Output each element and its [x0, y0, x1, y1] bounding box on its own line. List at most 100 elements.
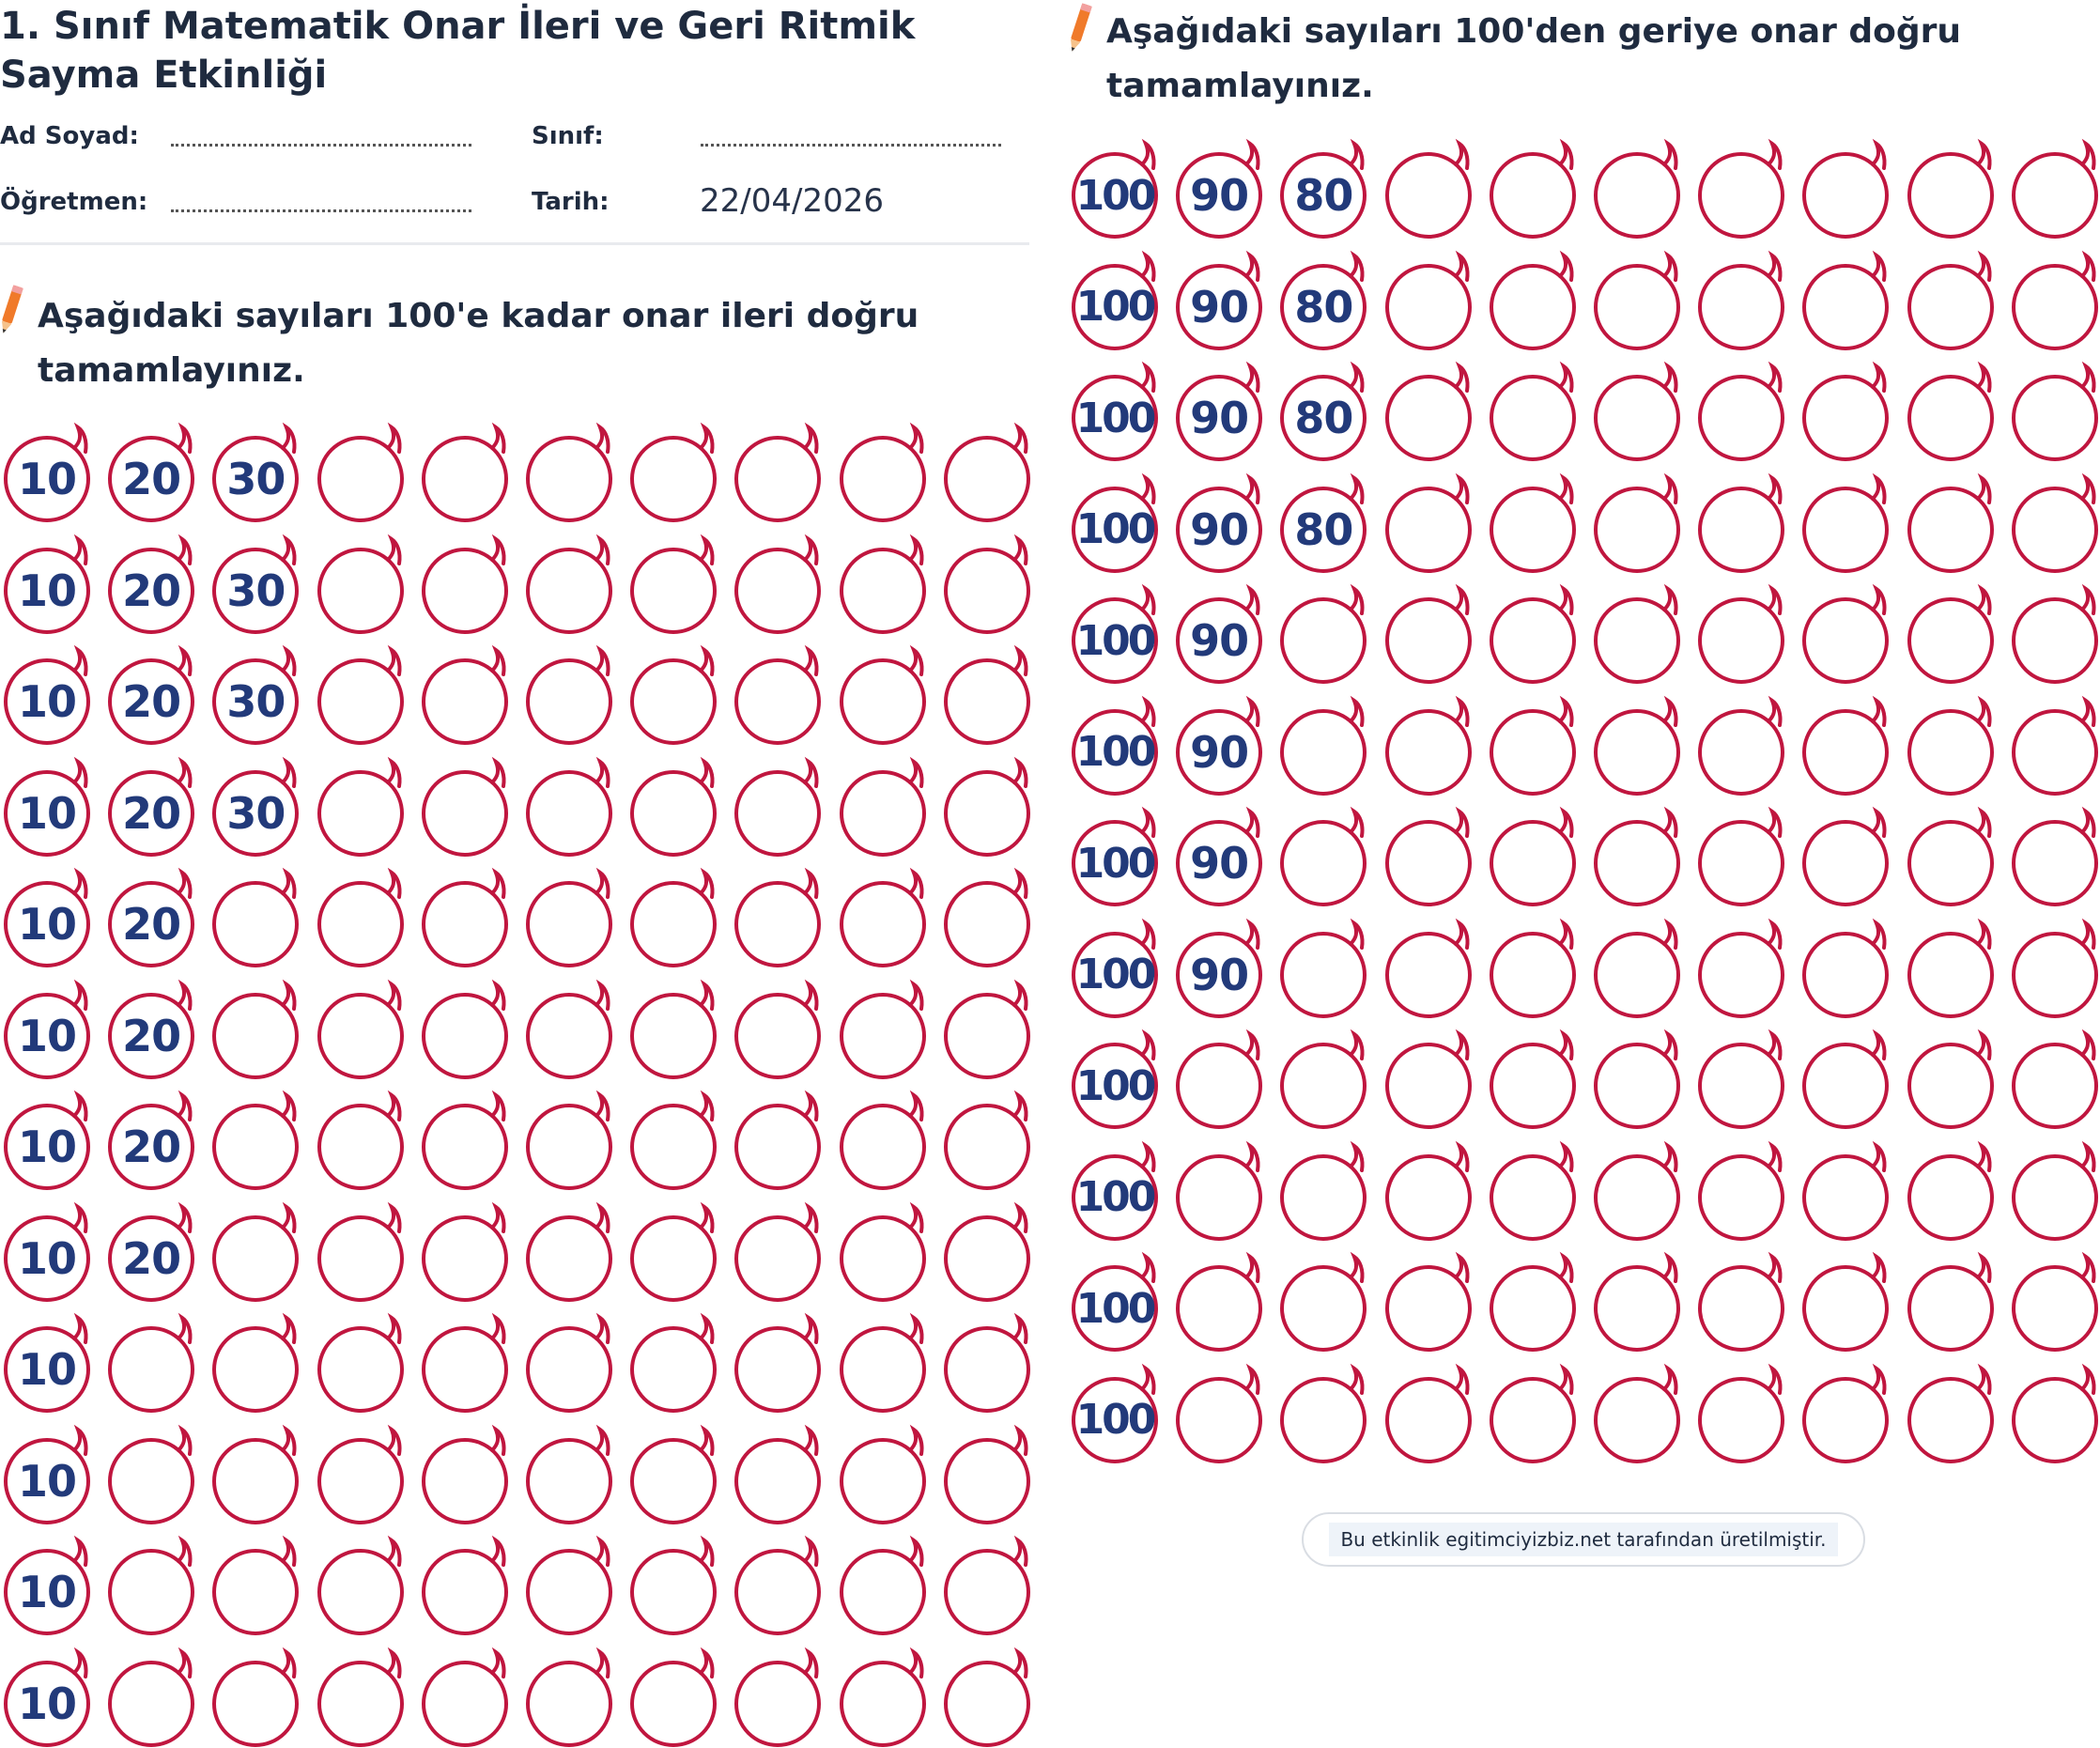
name-field[interactable] — [171, 144, 471, 147]
circle-cell[interactable] — [1279, 806, 1367, 907]
circle-cell[interactable] — [1593, 1140, 1681, 1242]
circle-cell[interactable] — [1593, 250, 1681, 351]
circle-cell[interactable] — [1907, 472, 1995, 574]
circle-cell[interactable] — [943, 1312, 1031, 1414]
circle-cell[interactable] — [1384, 695, 1473, 797]
circle-cell[interactable] — [1489, 138, 1577, 240]
circle-cell[interactable] — [1593, 583, 1681, 685]
circle-cell[interactable] — [1279, 1140, 1367, 1242]
circle-cell[interactable] — [211, 1090, 300, 1191]
circle-cell[interactable] — [1907, 1029, 1995, 1130]
circle-cell[interactable] — [1489, 361, 1577, 462]
circle-cell[interactable] — [733, 644, 822, 746]
circle-cell[interactable] — [107, 1535, 195, 1636]
circle-cell[interactable] — [629, 979, 718, 1080]
circle-cell[interactable] — [629, 644, 718, 746]
circle-cell[interactable] — [421, 1424, 509, 1525]
circle-cell[interactable] — [839, 1424, 927, 1525]
circle-cell[interactable] — [1593, 1363, 1681, 1464]
circle-cell[interactable] — [525, 867, 613, 968]
circle-cell[interactable] — [317, 1424, 405, 1525]
circle-cell[interactable] — [107, 1647, 195, 1748]
circle-cell[interactable] — [107, 1312, 195, 1414]
circle-cell[interactable] — [2011, 138, 2099, 240]
circle-cell[interactable] — [317, 534, 405, 635]
circle-cell[interactable] — [421, 422, 509, 523]
circle-cell[interactable] — [1801, 695, 1890, 797]
circle-cell[interactable] — [733, 1424, 822, 1525]
circle-cell[interactable] — [1801, 1140, 1890, 1242]
circle-cell[interactable] — [1697, 138, 1785, 240]
circle-cell[interactable] — [733, 1647, 822, 1748]
circle-cell[interactable] — [839, 1647, 927, 1748]
circle-cell[interactable] — [629, 422, 718, 523]
circle-cell[interactable] — [1801, 918, 1890, 1019]
circle-cell[interactable] — [1384, 1251, 1473, 1353]
circle-cell[interactable] — [317, 1312, 405, 1414]
circle-cell[interactable] — [629, 1201, 718, 1303]
circle-cell[interactable] — [2011, 472, 2099, 574]
circle-cell[interactable] — [839, 979, 927, 1080]
circle-cell[interactable] — [629, 1312, 718, 1414]
circle-cell[interactable] — [733, 979, 822, 1080]
circle-cell[interactable] — [1907, 1251, 1995, 1353]
circle-cell[interactable] — [1801, 1363, 1890, 1464]
circle-cell[interactable] — [421, 979, 509, 1080]
circle-cell[interactable] — [525, 422, 613, 523]
circle-cell[interactable] — [317, 422, 405, 523]
circle-cell[interactable] — [317, 1647, 405, 1748]
circle-cell[interactable] — [525, 1201, 613, 1303]
circle-cell[interactable] — [525, 1647, 613, 1748]
circle-cell[interactable] — [1489, 250, 1577, 351]
circle-cell[interactable] — [1279, 1363, 1367, 1464]
circle-cell[interactable] — [2011, 1251, 2099, 1353]
circle-cell[interactable] — [1593, 361, 1681, 462]
circle-cell[interactable] — [943, 979, 1031, 1080]
circle-cell[interactable] — [629, 1535, 718, 1636]
circle-cell[interactable] — [1907, 1140, 1995, 1242]
circle-cell[interactable] — [211, 979, 300, 1080]
circle-cell[interactable] — [1801, 250, 1890, 351]
circle-cell[interactable] — [2011, 1363, 2099, 1464]
circle-cell[interactable] — [1489, 472, 1577, 574]
circle-cell[interactable] — [733, 534, 822, 635]
circle-cell[interactable] — [733, 867, 822, 968]
circle-cell[interactable] — [1697, 1363, 1785, 1464]
circle-cell[interactable] — [525, 1090, 613, 1191]
circle-cell[interactable] — [1489, 1029, 1577, 1130]
circle-cell[interactable] — [1697, 361, 1785, 462]
circle-cell[interactable] — [733, 1535, 822, 1636]
circle-cell[interactable] — [733, 1090, 822, 1191]
circle-cell[interactable] — [1279, 583, 1367, 685]
circle-cell[interactable] — [421, 1090, 509, 1191]
circle-cell[interactable] — [525, 1535, 613, 1636]
circle-cell[interactable] — [525, 979, 613, 1080]
circle-cell[interactable] — [525, 534, 613, 635]
circle-cell[interactable] — [943, 1647, 1031, 1748]
circle-cell[interactable] — [421, 534, 509, 635]
circle-cell[interactable] — [1593, 695, 1681, 797]
circle-cell[interactable] — [1593, 918, 1681, 1019]
circle-cell[interactable] — [1489, 1363, 1577, 1464]
circle-cell[interactable] — [839, 867, 927, 968]
circle-cell[interactable] — [1384, 1029, 1473, 1130]
circle-cell[interactable] — [943, 1090, 1031, 1191]
circle-cell[interactable] — [1907, 250, 1995, 351]
circle-cell[interactable] — [1279, 1029, 1367, 1130]
circle-cell[interactable] — [1175, 1140, 1263, 1242]
circle-cell[interactable] — [1384, 1140, 1473, 1242]
circle-cell[interactable] — [1907, 695, 1995, 797]
circle-cell[interactable] — [943, 867, 1031, 968]
circle-cell[interactable] — [211, 1647, 300, 1748]
circle-cell[interactable] — [1697, 1029, 1785, 1130]
circle-cell[interactable] — [839, 644, 927, 746]
circle-cell[interactable] — [943, 756, 1031, 858]
circle-cell[interactable] — [1801, 138, 1890, 240]
circle-cell[interactable] — [317, 979, 405, 1080]
circle-cell[interactable] — [211, 1535, 300, 1636]
circle-cell[interactable] — [839, 1535, 927, 1636]
circle-cell[interactable] — [1384, 806, 1473, 907]
circle-cell[interactable] — [629, 1647, 718, 1748]
circle-cell[interactable] — [317, 1535, 405, 1636]
circle-cell[interactable] — [733, 1201, 822, 1303]
